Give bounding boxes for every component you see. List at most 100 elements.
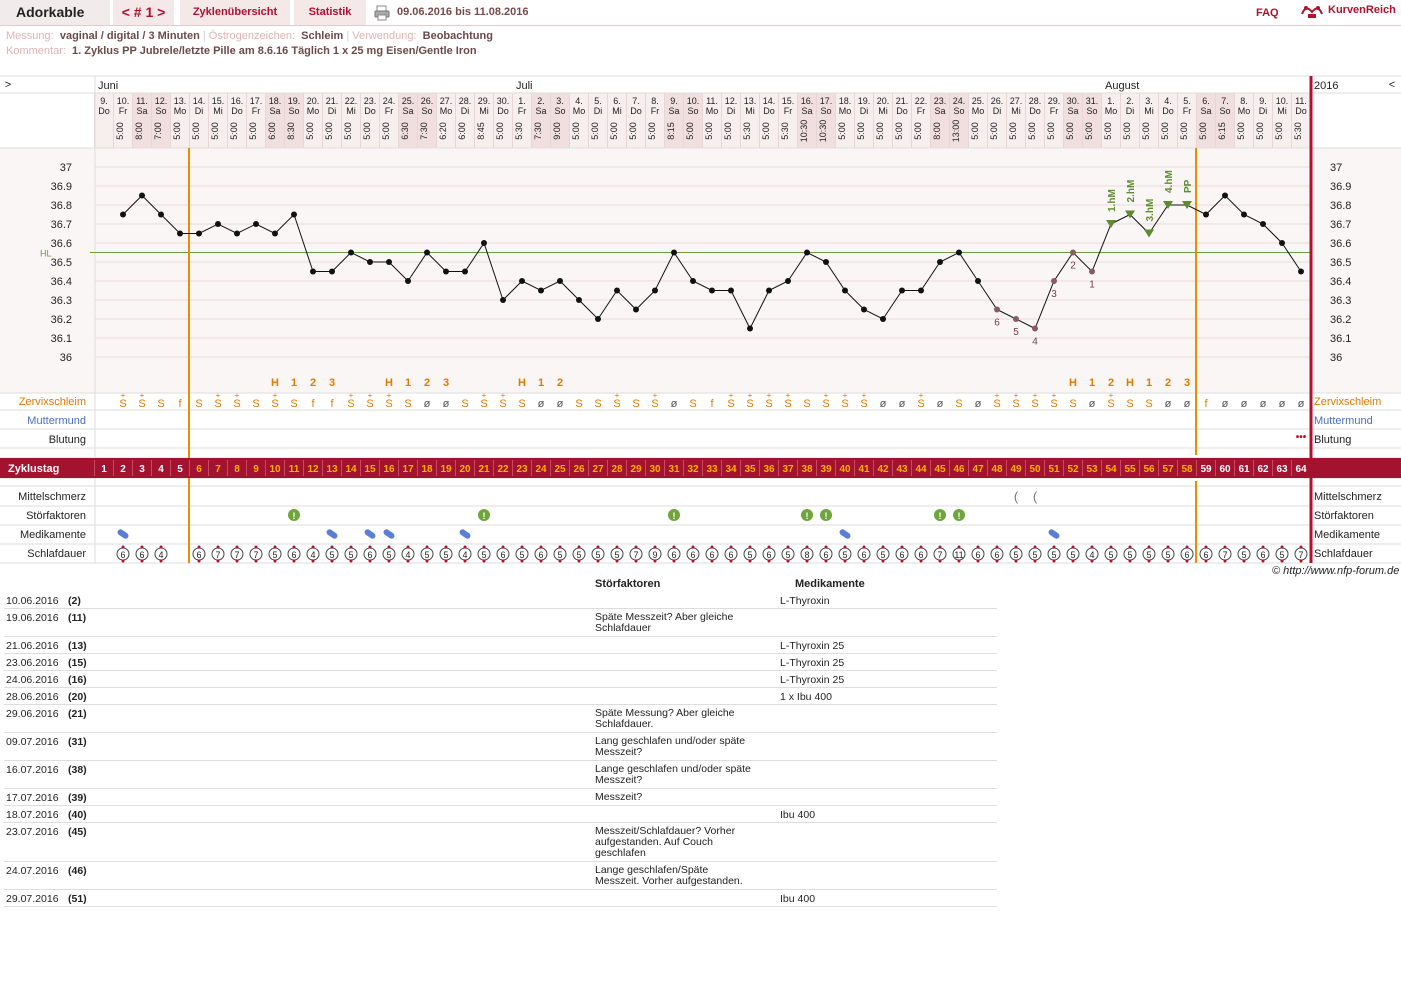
weekend-col: [1216, 93, 1235, 148]
sleep-dot-top: [520, 545, 524, 549]
temp-point: [519, 278, 525, 284]
weekday-label: Mi: [1277, 106, 1287, 116]
cycle-day-number: 37: [782, 464, 794, 475]
temp-point: [386, 259, 392, 265]
faq-link[interactable]: FAQ: [1256, 7, 1279, 19]
cycle-nav-button[interactable]: < # 1 >: [113, 0, 174, 25]
comment-label: Kommentar:: [6, 45, 66, 57]
day-number: 24.: [383, 96, 396, 106]
temp-point: [994, 306, 1000, 313]
row-label-medi: Medikamente: [20, 529, 86, 541]
sleep-dot-top: [463, 545, 467, 549]
y-tick-right: 36.2: [1330, 314, 1351, 326]
cycle-day-number: 63: [1276, 464, 1288, 475]
cycle-day-number: 43: [896, 464, 908, 475]
weekday-label: Mo: [307, 106, 320, 116]
day-number: 3.: [1145, 96, 1153, 106]
day-number: 14.: [763, 96, 776, 106]
temp-point: [329, 268, 335, 275]
day-number: 6.: [613, 96, 621, 106]
day-number: 19.: [288, 96, 301, 106]
high-temp-label: 4.hM: [1164, 170, 1175, 193]
cycle-day-number: 28: [611, 464, 623, 475]
y-tick-left: 36.8: [51, 200, 72, 212]
sleep-dot-bottom: [349, 559, 353, 563]
cycle-day-number: 46: [953, 464, 965, 475]
measure-time: 5:00: [362, 122, 372, 140]
prev-arrow[interactable]: >: [5, 79, 11, 91]
notes-cycle-day: (46): [68, 865, 87, 877]
mucus-plus: +: [748, 391, 753, 400]
sleep-hours: 6: [196, 550, 201, 560]
temp-point: [766, 287, 772, 294]
sleep-dot-top: [425, 545, 429, 549]
temp-point: [1013, 316, 1019, 322]
weekday-label: Sa: [1200, 106, 1211, 116]
measure-label: Messung:: [6, 30, 54, 42]
notes-row: 24.07.2016 (46) Lange geschlafen/Späte Mes…: [4, 862, 997, 890]
weekday-label: Sa: [136, 106, 147, 116]
sleep-dot-top: [919, 545, 923, 549]
temp-point: [690, 278, 696, 284]
sleep-dot-bottom: [1204, 559, 1208, 563]
y-tick-right: 36.3: [1330, 295, 1351, 307]
sleep-dot-bottom: [501, 559, 505, 563]
row-label-zervix-right: Zervixschleim: [1314, 396, 1381, 408]
measure-time: 5:00: [248, 122, 258, 140]
disruption-mark: !: [483, 511, 486, 521]
sleep-hours: 5: [1241, 550, 1246, 560]
measure-time: 5:00: [1198, 122, 1208, 140]
sleep-dot-bottom: [235, 559, 239, 563]
measure-time: 5:00: [191, 122, 201, 140]
temp-point: [443, 268, 449, 275]
next-arrow[interactable]: <: [1389, 79, 1395, 91]
measure-time: 5:00: [894, 122, 904, 140]
disruption-icon: [934, 509, 946, 521]
tab-cycle-overview[interactable]: Zyklenübersicht: [180, 0, 290, 25]
sleep-dot-bottom: [197, 559, 201, 563]
mucus-plus: +: [482, 391, 487, 400]
measure-time: 8:00: [134, 122, 144, 140]
temp-point: [234, 230, 240, 237]
notes-cycle-day: (45): [68, 826, 87, 838]
sleep-dot-top: [1223, 545, 1227, 549]
sleep-dot-bottom: [216, 559, 220, 563]
mucus-symbol: S: [119, 398, 126, 410]
weekend-col: [798, 93, 817, 148]
cycle-day-number: 48: [991, 464, 1003, 475]
y-tick-right: 36: [1330, 352, 1342, 364]
day-number: 22.: [915, 96, 928, 106]
measure-time: 5:00: [1103, 122, 1113, 140]
sleep-hours: 5: [481, 550, 486, 560]
temp-point: [671, 249, 677, 256]
day-number: 3.: [556, 96, 564, 106]
mucus-symbol: S: [290, 398, 297, 410]
sleep-hours: 7: [937, 550, 942, 560]
cycle-day-number: 60: [1219, 464, 1231, 475]
mucus-symbol: ø: [880, 398, 887, 410]
cycle-day-number: 40: [839, 464, 851, 475]
notes-date: 18.07.2016: [6, 809, 59, 821]
print-icon[interactable]: [374, 5, 390, 21]
cycle-day-number: 4: [158, 464, 164, 475]
cycle-day-number: 34: [725, 464, 737, 475]
sleep-dot-bottom: [520, 559, 524, 563]
notes-row: 29.07.2016 (51) Ibu 400: [4, 890, 997, 907]
notes-row: 21.06.2016 (13) L-Thyroxin 25: [4, 637, 997, 654]
temp-point: [1222, 192, 1228, 199]
sleep-dot-top: [824, 545, 828, 549]
tab-statistics[interactable]: Statistik: [294, 0, 366, 25]
sleep-dot-bottom: [710, 559, 714, 563]
mucus-plus: +: [1109, 391, 1114, 400]
temp-point: [918, 287, 924, 294]
y-tick-left: 36.5: [51, 257, 72, 269]
day-number: 1.: [518, 96, 526, 106]
notes-header-stoer: Störfaktoren: [595, 578, 661, 590]
mucus-symbol: S: [784, 398, 791, 410]
sleep-dot-bottom: [596, 559, 600, 563]
weekday-label: Mo: [440, 106, 453, 116]
day-number: 9.: [100, 96, 108, 106]
sleep-dot-top: [387, 545, 391, 549]
sleep-dot-top: [1204, 545, 1208, 549]
cycle-day-number: 9: [253, 464, 259, 475]
